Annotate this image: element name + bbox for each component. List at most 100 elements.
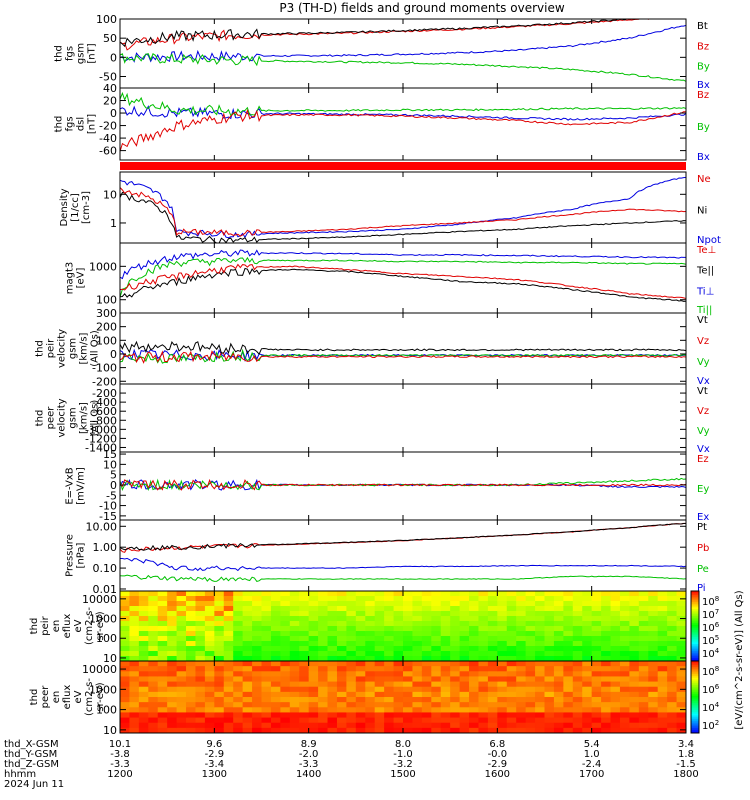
spectrogram-cell bbox=[657, 661, 668, 667]
spectrogram-cell bbox=[412, 722, 423, 729]
spectrogram-cell bbox=[553, 611, 564, 617]
spectrogram-cell bbox=[195, 702, 206, 708]
spectrogram-cell bbox=[403, 697, 414, 703]
spectrogram-cell bbox=[242, 606, 253, 612]
spectrogram-cell bbox=[516, 676, 527, 683]
spectrogram-cell bbox=[261, 641, 272, 647]
spectrogram-cell bbox=[497, 626, 508, 632]
spectrogram-cell bbox=[572, 591, 583, 597]
spectrogram-cell bbox=[120, 691, 131, 698]
spectrogram-cell bbox=[591, 656, 602, 661]
spectrogram-cell bbox=[214, 686, 225, 693]
spectrogram-cell bbox=[167, 596, 178, 602]
spectrogram-cell bbox=[270, 641, 281, 647]
spectrogram-cell bbox=[610, 601, 621, 607]
spectrogram-cell bbox=[638, 596, 649, 602]
spectrogram-cell bbox=[289, 601, 300, 607]
spectrogram-cell bbox=[591, 691, 602, 698]
spectrogram-cell bbox=[252, 697, 263, 703]
spectrogram-cell bbox=[308, 656, 319, 661]
spectrogram-cell bbox=[676, 671, 686, 678]
spectrogram-cell bbox=[638, 686, 649, 693]
spectrogram-cell bbox=[157, 686, 168, 693]
spectrogram-cell bbox=[204, 681, 215, 688]
spectrogram-cell bbox=[450, 651, 461, 657]
spectrogram-cell bbox=[638, 702, 649, 708]
spectrogram-cell bbox=[280, 641, 291, 647]
spectrogram-cell bbox=[355, 712, 366, 719]
spectrogram-cell bbox=[487, 712, 498, 719]
spectrogram-cell bbox=[270, 707, 281, 714]
spectrogram-cell bbox=[242, 676, 253, 683]
spectrogram-cell bbox=[601, 651, 612, 657]
spectrogram-cell bbox=[280, 661, 291, 667]
spectrogram-cell bbox=[638, 676, 649, 683]
spectrogram-cell bbox=[252, 671, 263, 678]
spectrogram-cell bbox=[393, 707, 404, 714]
x-axis-tick-label: -3.8 bbox=[110, 749, 130, 760]
spectrogram-cell bbox=[421, 646, 432, 652]
series-group-peir_velocity bbox=[120, 340, 686, 364]
spectrogram-cell bbox=[459, 681, 470, 688]
spectrogram-cell bbox=[204, 661, 215, 667]
colorbar-band bbox=[691, 695, 699, 698]
spectrogram-cell bbox=[242, 656, 253, 661]
spectrogram-cell bbox=[544, 717, 555, 724]
spectrogram-cell bbox=[299, 591, 310, 597]
spectrogram-cell bbox=[176, 697, 187, 703]
spectrogram-cell bbox=[469, 656, 480, 661]
spectrogram-cell bbox=[544, 707, 555, 714]
spectrogram-cell bbox=[601, 722, 612, 729]
spectrogram-cell bbox=[459, 636, 470, 642]
colorbar-band bbox=[691, 647, 699, 650]
spectrogram-cell bbox=[186, 611, 197, 617]
y-tick-label: -200 bbox=[92, 375, 117, 388]
spectrogram-cell bbox=[544, 641, 555, 647]
spectrogram-cell bbox=[223, 697, 234, 703]
spectrogram-cell bbox=[289, 641, 300, 647]
spectrogram-cell bbox=[591, 611, 602, 617]
spectrogram-cell bbox=[601, 596, 612, 602]
spectrogram-cell bbox=[120, 717, 131, 724]
spectrogram-cell bbox=[280, 646, 291, 652]
spectrogram-cell bbox=[629, 636, 640, 642]
spectrogram-cell bbox=[384, 616, 395, 622]
spectrogram-cell bbox=[601, 591, 612, 597]
spectrogram-cell bbox=[582, 707, 593, 714]
series-line-Ne bbox=[120, 187, 686, 237]
spectrogram-cell bbox=[525, 702, 536, 708]
spectrogram-cell bbox=[204, 621, 215, 627]
spectrogram-cell bbox=[459, 697, 470, 703]
spectrogram-cell bbox=[318, 591, 329, 597]
spectrogram-cell bbox=[591, 651, 602, 657]
spectrogram-cell bbox=[120, 671, 131, 678]
spectrogram-cell bbox=[308, 636, 319, 642]
spectrogram-cell bbox=[384, 712, 395, 719]
spectrogram-cell bbox=[289, 636, 300, 642]
spectrogram-cell bbox=[327, 631, 338, 637]
spectrogram-cell bbox=[223, 621, 234, 627]
spectrogram-cell bbox=[261, 707, 272, 714]
spectrogram-cell bbox=[403, 661, 414, 667]
spectrogram-cell bbox=[440, 717, 451, 724]
spectrogram-cell bbox=[667, 631, 678, 637]
y-tick-label: -10 bbox=[99, 500, 117, 513]
spectrogram-cell bbox=[148, 691, 159, 698]
spectrogram-cell bbox=[629, 611, 640, 617]
spectrogram-cell bbox=[478, 727, 489, 733]
spectrogram-cell bbox=[176, 651, 187, 657]
spectrogram-cell bbox=[318, 646, 329, 652]
spectrogram-cell bbox=[421, 636, 432, 642]
spectrogram-cell bbox=[299, 656, 310, 661]
x-axis-tick-label: 1.0 bbox=[584, 749, 600, 760]
spectrogram-cell bbox=[535, 626, 546, 632]
spectrogram-cell bbox=[431, 717, 442, 724]
spectrogram-cell bbox=[553, 616, 564, 622]
spectrogram-cell bbox=[591, 681, 602, 688]
spectrogram-cell bbox=[403, 727, 414, 733]
spectrogram-cell bbox=[167, 636, 178, 642]
spectrogram-cell bbox=[601, 601, 612, 607]
spectrogram-cell bbox=[393, 646, 404, 652]
spectrogram-cell bbox=[403, 666, 414, 672]
spectrogram-cell bbox=[308, 626, 319, 632]
